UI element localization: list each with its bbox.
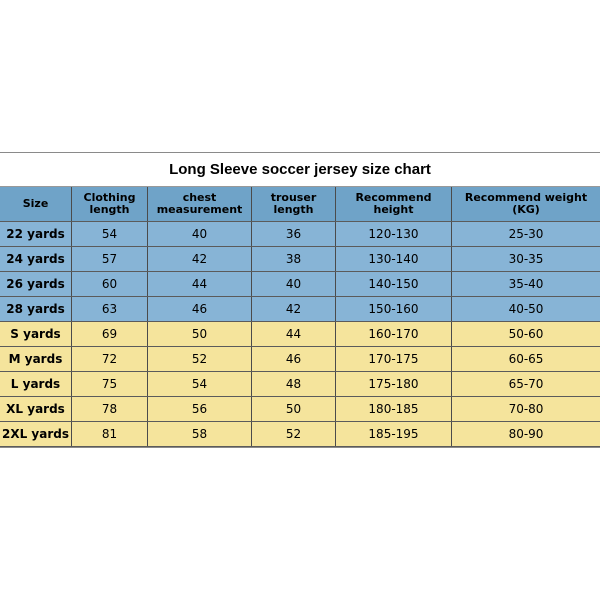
cell-height: 170-175 <box>336 347 452 371</box>
cell-trouser: 46 <box>252 347 336 371</box>
cell-clothing_length: 57 <box>72 247 148 271</box>
cell-trouser: 52 <box>252 422 336 446</box>
col-clothing-length: Clothing length <box>72 187 148 221</box>
cell-clothing_length: 69 <box>72 322 148 346</box>
table-row: 26 yards604440140-15035-40 <box>0 272 600 297</box>
cell-trouser: 36 <box>252 222 336 246</box>
cell-weight: 40-50 <box>452 297 600 321</box>
cell-height: 185-195 <box>336 422 452 446</box>
col-weight: Recommend weight (KG) <box>452 187 600 221</box>
cell-chest: 58 <box>148 422 252 446</box>
cell-trouser: 40 <box>252 272 336 296</box>
cell-trouser: 50 <box>252 397 336 421</box>
cell-clothing_length: 54 <box>72 222 148 246</box>
cell-height: 150-160 <box>336 297 452 321</box>
cell-clothing_length: 75 <box>72 372 148 396</box>
cell-chest: 46 <box>148 297 252 321</box>
table-row: M yards725246170-17560-65 <box>0 347 600 372</box>
cell-weight: 70-80 <box>452 397 600 421</box>
cell-size: 24 yards <box>0 247 72 271</box>
cell-height: 175-180 <box>336 372 452 396</box>
table-header-row: Size Clothing length chest measurement t… <box>0 187 600 222</box>
cell-size: M yards <box>0 347 72 371</box>
table-title: Long Sleeve soccer jersey size chart <box>0 153 600 187</box>
cell-size: 26 yards <box>0 272 72 296</box>
cell-height: 130-140 <box>336 247 452 271</box>
cell-trouser: 42 <box>252 297 336 321</box>
cell-clothing_length: 72 <box>72 347 148 371</box>
cell-height: 120-130 <box>336 222 452 246</box>
cell-height: 160-170 <box>336 322 452 346</box>
cell-height: 140-150 <box>336 272 452 296</box>
cell-weight: 50-60 <box>452 322 600 346</box>
cell-size: 2XL yards <box>0 422 72 446</box>
cell-weight: 60-65 <box>452 347 600 371</box>
cell-weight: 80-90 <box>452 422 600 446</box>
cell-size: 28 yards <box>0 297 72 321</box>
table-row: 2XL yards815852185-19580-90 <box>0 422 600 447</box>
col-size: Size <box>0 187 72 221</box>
cell-size: L yards <box>0 372 72 396</box>
cell-weight: 30-35 <box>452 247 600 271</box>
size-chart-table: Long Sleeve soccer jersey size chart Siz… <box>0 152 600 448</box>
cell-weight: 65-70 <box>452 372 600 396</box>
table-row: S yards695044160-17050-60 <box>0 322 600 347</box>
cell-size: XL yards <box>0 397 72 421</box>
table-row: XL yards785650180-18570-80 <box>0 397 600 422</box>
table-row: 28 yards634642150-16040-50 <box>0 297 600 322</box>
cell-chest: 44 <box>148 272 252 296</box>
cell-height: 180-185 <box>336 397 452 421</box>
col-chest: chest measurement <box>148 187 252 221</box>
cell-weight: 25-30 <box>452 222 600 246</box>
cell-size: S yards <box>0 322 72 346</box>
cell-trouser: 38 <box>252 247 336 271</box>
cell-trouser: 44 <box>252 322 336 346</box>
cell-chest: 40 <box>148 222 252 246</box>
col-height: Recommend height <box>336 187 452 221</box>
table-row: 22 yards544036120-13025-30 <box>0 222 600 247</box>
table-row: 24 yards574238130-14030-35 <box>0 247 600 272</box>
cell-trouser: 48 <box>252 372 336 396</box>
cell-chest: 54 <box>148 372 252 396</box>
cell-chest: 56 <box>148 397 252 421</box>
cell-size: 22 yards <box>0 222 72 246</box>
cell-clothing_length: 78 <box>72 397 148 421</box>
cell-clothing_length: 81 <box>72 422 148 446</box>
cell-clothing_length: 63 <box>72 297 148 321</box>
col-trouser: trouser length <box>252 187 336 221</box>
cell-chest: 42 <box>148 247 252 271</box>
cell-chest: 52 <box>148 347 252 371</box>
cell-clothing_length: 60 <box>72 272 148 296</box>
cell-chest: 50 <box>148 322 252 346</box>
table-row: L yards755448175-18065-70 <box>0 372 600 397</box>
cell-weight: 35-40 <box>452 272 600 296</box>
